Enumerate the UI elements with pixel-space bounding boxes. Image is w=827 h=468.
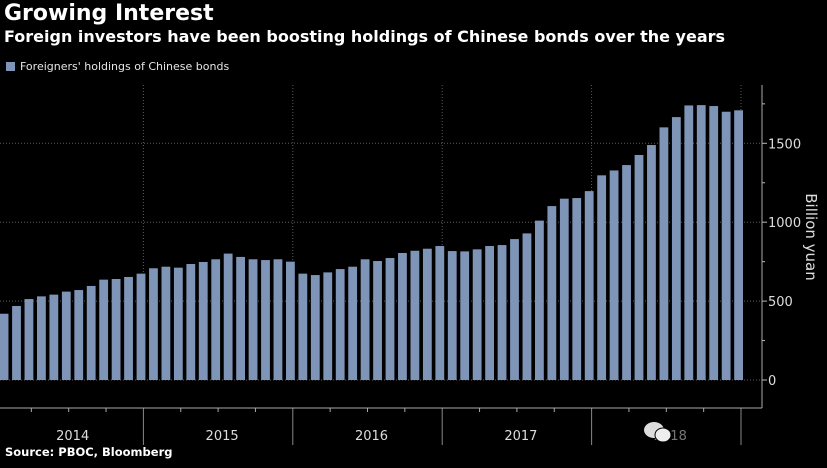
- bar-2016-01: [298, 273, 308, 380]
- bar-2016-09: [398, 252, 407, 380]
- bar-2014-06: [61, 291, 71, 380]
- bar-2014-04: [37, 296, 46, 380]
- bar-2017-10: [559, 198, 569, 380]
- bar-2017-01: [447, 251, 457, 380]
- x-tick-label: 2016: [355, 429, 388, 444]
- bar-2015-08: [236, 256, 245, 380]
- bar-2018-12: [734, 110, 743, 381]
- bar-2016-12: [435, 246, 445, 380]
- bar-2018-05: [647, 145, 656, 380]
- bar-2017-07: [522, 233, 532, 380]
- bar-2014-12: [136, 273, 146, 380]
- bar-2018-10: [709, 106, 719, 380]
- bar-2018-04: [634, 154, 644, 380]
- bar-2015-04: [186, 264, 196, 380]
- bar-2015-02: [161, 266, 171, 380]
- bar-2017-06: [510, 239, 519, 380]
- bar-2015-12: [286, 261, 295, 380]
- bar-2017-04: [485, 246, 494, 380]
- bar-2014-07: [74, 290, 84, 380]
- bar-2016-10: [410, 250, 420, 380]
- legend: Foreigners' holdings of Chinese bonds: [6, 60, 229, 73]
- source-note: Source: PBOC, Bloomberg: [5, 445, 173, 459]
- bar-2016-08: [385, 258, 395, 380]
- bar-2018-01: [597, 175, 607, 380]
- y-tick-label: 0: [768, 374, 776, 389]
- bar-2016-05: [348, 266, 358, 380]
- bar-2015-07: [223, 253, 233, 380]
- y-axis-title: Billion yuan: [802, 193, 820, 281]
- bar-2018-02: [609, 170, 619, 380]
- bar-2015-09: [248, 259, 258, 380]
- bar-2018-06: [659, 127, 669, 380]
- bar-2014-05: [49, 294, 59, 380]
- bar-2014-02: [12, 305, 21, 380]
- x-tick-label: 2015: [206, 429, 239, 444]
- wechat-watermark-icon: [643, 420, 673, 448]
- bar-2016-11: [422, 248, 432, 380]
- bar-2014-03: [24, 299, 34, 380]
- bar-2014-01: [0, 313, 9, 380]
- x-tick-label: 2014: [56, 429, 89, 444]
- bar-2017-05: [497, 245, 507, 380]
- bar-2016-07: [373, 261, 382, 380]
- bar-2017-09: [547, 206, 557, 380]
- y-tick-label: 1000: [768, 216, 801, 231]
- bar-2018-08: [684, 105, 694, 380]
- bar-2017-02: [460, 251, 470, 380]
- bar-2015-05: [198, 261, 208, 380]
- bar-2016-03: [323, 272, 333, 380]
- bar-2014-09: [99, 279, 109, 380]
- bar-2018-09: [696, 105, 706, 380]
- bar-2016-02: [310, 275, 320, 380]
- chart-title: Growing Interest: [4, 1, 214, 26]
- bar-2018-11: [721, 111, 731, 381]
- bar-2017-08: [535, 220, 544, 380]
- bar-2017-03: [472, 249, 482, 380]
- bar-2018-03: [622, 165, 631, 380]
- bar-2015-11: [273, 259, 283, 380]
- x-tick-label: 2017: [504, 429, 537, 444]
- legend-swatch: [6, 62, 15, 71]
- bar-2014-11: [124, 276, 133, 380]
- bar-2015-10: [261, 260, 270, 380]
- bar-2015-01: [149, 268, 158, 380]
- y-tick-label: 500: [768, 295, 793, 310]
- bar-2018-07: [671, 117, 681, 381]
- legend-label: Foreigners' holdings of Chinese bonds: [20, 60, 230, 73]
- bar-2017-11: [572, 198, 582, 380]
- y-tick-label: 1500: [768, 137, 801, 152]
- bar-2015-03: [173, 267, 183, 380]
- bar-2017-12: [584, 191, 594, 380]
- bar-2016-04: [335, 269, 345, 380]
- bar-2016-06: [360, 259, 370, 380]
- bar-2014-08: [86, 285, 96, 380]
- chart-subtitle: Foreign investors have been boosting hol…: [4, 27, 726, 46]
- bar-2015-06: [211, 259, 221, 380]
- bar-2014-10: [111, 279, 121, 380]
